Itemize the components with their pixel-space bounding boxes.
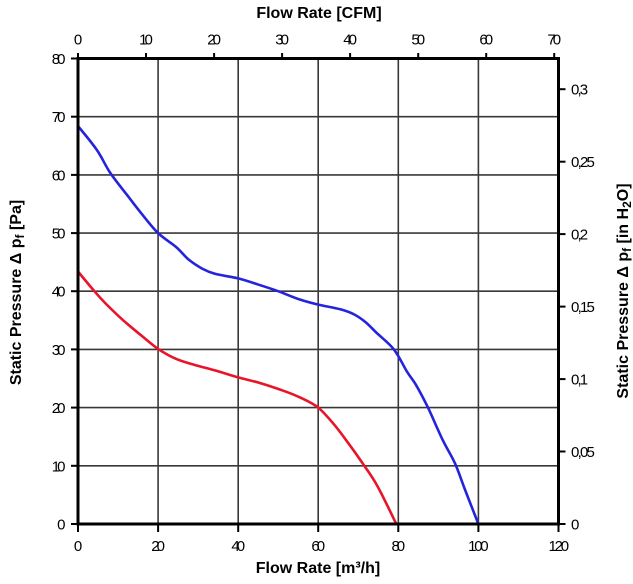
- svg-text:0,05: 0,05: [571, 444, 595, 461]
- svg-text:40: 40: [52, 284, 66, 301]
- svg-text:50: 50: [411, 32, 425, 49]
- svg-text:0: 0: [74, 538, 82, 555]
- svg-text:80: 80: [391, 538, 405, 555]
- svg-text:70: 70: [52, 109, 66, 126]
- svg-text:10: 10: [52, 458, 66, 475]
- svg-text:Flow Rate [CFM]: Flow Rate [CFM]: [256, 5, 381, 22]
- svg-text:30: 30: [52, 342, 66, 359]
- svg-text:0: 0: [57, 517, 65, 534]
- svg-text:20: 20: [151, 538, 165, 555]
- svg-text:120: 120: [549, 538, 570, 555]
- svg-text:40: 40: [231, 538, 245, 555]
- svg-text:0,3: 0,3: [571, 82, 588, 99]
- svg-text:50: 50: [52, 226, 66, 243]
- svg-text:0,25: 0,25: [571, 154, 595, 171]
- svg-text:60: 60: [311, 538, 325, 555]
- svg-text:Static Pressure Δ pf [in H2O]: Static Pressure Δ pf [in H2O]: [615, 183, 633, 398]
- svg-text:0,15: 0,15: [571, 299, 595, 316]
- svg-text:70: 70: [547, 32, 561, 49]
- svg-text:0,2: 0,2: [571, 227, 588, 244]
- svg-text:0: 0: [571, 517, 579, 534]
- svg-text:Flow Rate [m³/h]: Flow Rate [m³/h]: [256, 560, 380, 577]
- svg-text:0: 0: [74, 32, 82, 49]
- svg-text:60: 60: [479, 32, 493, 49]
- svg-text:100: 100: [468, 538, 489, 555]
- svg-text:20: 20: [52, 400, 66, 417]
- svg-text:60: 60: [52, 167, 66, 184]
- svg-text:10: 10: [139, 32, 153, 49]
- svg-text:20: 20: [207, 32, 221, 49]
- svg-text:80: 80: [52, 51, 66, 68]
- svg-text:40: 40: [343, 32, 357, 49]
- svg-text:Static Pressure Δ pf [Pa]: Static Pressure Δ pf [Pa]: [8, 200, 27, 385]
- svg-text:0,1: 0,1: [571, 372, 588, 389]
- svg-text:30: 30: [275, 32, 289, 49]
